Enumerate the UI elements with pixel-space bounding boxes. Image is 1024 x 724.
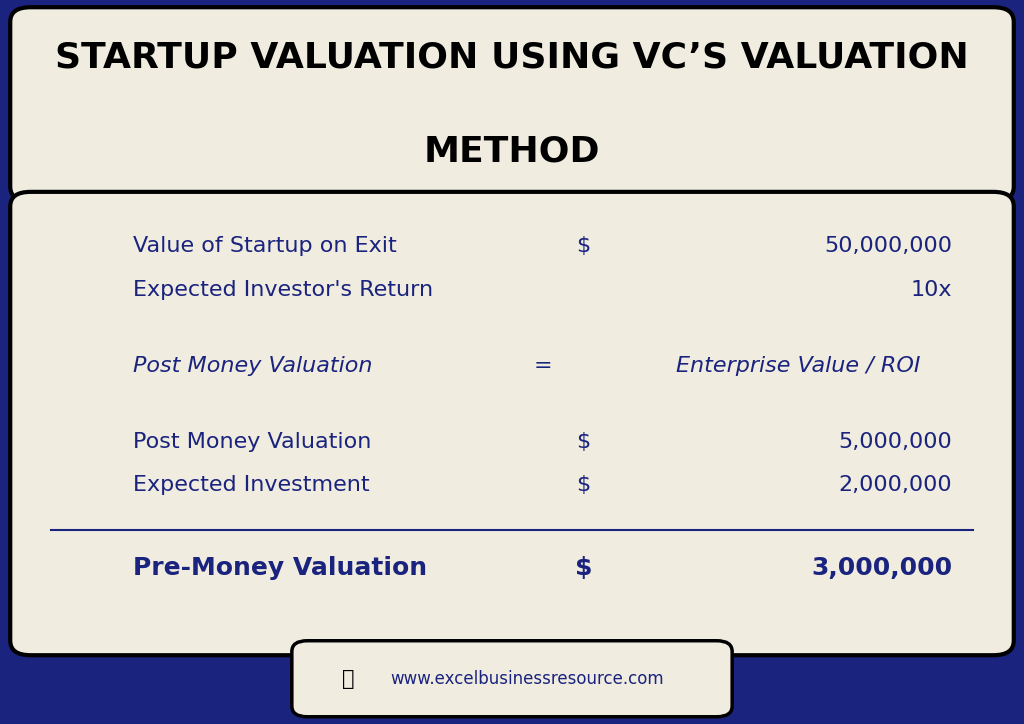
Text: Value of Startup on Exit: Value of Startup on Exit — [133, 236, 397, 256]
Text: $: $ — [577, 236, 591, 256]
FancyBboxPatch shape — [10, 192, 1014, 655]
FancyBboxPatch shape — [292, 641, 732, 717]
Text: METHOD: METHOD — [424, 135, 600, 168]
Text: 💡: 💡 — [342, 669, 354, 689]
Text: 5,000,000: 5,000,000 — [839, 432, 952, 452]
Text: Pre-Money Valuation: Pre-Money Valuation — [133, 556, 427, 581]
Text: $: $ — [577, 432, 591, 452]
Text: Post Money Valuation: Post Money Valuation — [133, 432, 372, 452]
Text: Post Money Valuation: Post Money Valuation — [133, 355, 373, 376]
Text: $: $ — [577, 475, 591, 495]
Text: www.excelbusinessresource.com: www.excelbusinessresource.com — [390, 670, 665, 688]
Text: STARTUP VALUATION USING VC’S VALUATION: STARTUP VALUATION USING VC’S VALUATION — [55, 41, 969, 74]
Text: $: $ — [574, 556, 593, 581]
Text: 3,000,000: 3,000,000 — [811, 556, 952, 581]
Text: 10x: 10x — [910, 279, 952, 300]
FancyBboxPatch shape — [10, 7, 1014, 201]
Text: 50,000,000: 50,000,000 — [824, 236, 952, 256]
Text: 2,000,000: 2,000,000 — [839, 475, 952, 495]
Text: Expected Investor's Return: Expected Investor's Return — [133, 279, 433, 300]
Text: =: = — [534, 355, 552, 376]
Text: Expected Investment: Expected Investment — [133, 475, 370, 495]
Text: Enterprise Value / ROI: Enterprise Value / ROI — [677, 355, 921, 376]
